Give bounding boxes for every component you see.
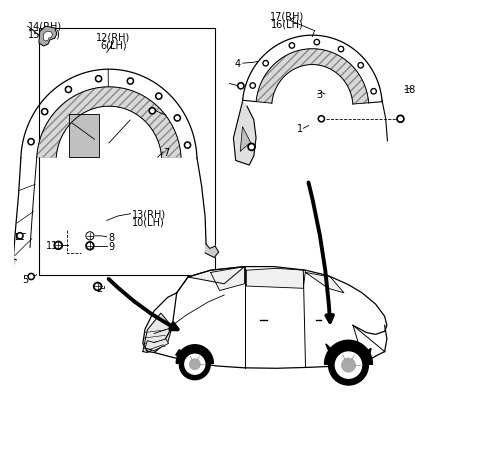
Circle shape: [96, 76, 102, 83]
Polygon shape: [205, 244, 219, 258]
Circle shape: [290, 45, 293, 48]
Circle shape: [360, 65, 362, 68]
Circle shape: [174, 115, 180, 122]
Text: 3: 3: [316, 90, 322, 100]
Polygon shape: [43, 32, 52, 42]
Circle shape: [151, 110, 154, 113]
Text: 12(RH): 12(RH): [96, 32, 131, 42]
Polygon shape: [328, 344, 369, 363]
Circle shape: [340, 49, 342, 51]
Circle shape: [41, 109, 48, 115]
Text: 10(LH): 10(LH): [132, 217, 164, 227]
Circle shape: [248, 144, 255, 151]
Text: 18: 18: [404, 85, 416, 95]
Text: 4: 4: [235, 59, 240, 69]
Circle shape: [238, 83, 244, 90]
Circle shape: [96, 285, 100, 289]
Text: 14(RH): 14(RH): [27, 22, 62, 32]
Text: 11: 11: [46, 241, 58, 251]
Circle shape: [54, 242, 62, 250]
Polygon shape: [179, 347, 211, 362]
Text: 17(RH): 17(RH): [270, 12, 305, 22]
Circle shape: [43, 111, 46, 114]
Circle shape: [56, 244, 60, 248]
Polygon shape: [324, 341, 372, 364]
Polygon shape: [246, 269, 306, 289]
Circle shape: [329, 345, 368, 385]
Polygon shape: [145, 339, 168, 351]
Circle shape: [186, 144, 189, 147]
Circle shape: [358, 64, 363, 69]
Text: 6(LH): 6(LH): [100, 41, 127, 51]
Circle shape: [314, 40, 320, 46]
Circle shape: [264, 63, 267, 65]
Circle shape: [399, 118, 402, 121]
Polygon shape: [326, 344, 333, 355]
Circle shape: [180, 349, 210, 380]
Text: 16(LH): 16(LH): [271, 20, 304, 30]
Circle shape: [397, 116, 404, 123]
Circle shape: [97, 78, 100, 81]
Circle shape: [250, 146, 253, 149]
Circle shape: [30, 275, 33, 278]
Circle shape: [149, 108, 156, 115]
Circle shape: [263, 61, 268, 67]
Circle shape: [86, 242, 94, 250]
Circle shape: [88, 244, 92, 249]
Circle shape: [94, 283, 102, 291]
Circle shape: [157, 95, 160, 98]
Circle shape: [28, 139, 34, 146]
Polygon shape: [306, 273, 344, 293]
Circle shape: [127, 79, 133, 85]
Circle shape: [156, 94, 162, 100]
Circle shape: [28, 274, 35, 280]
Text: 7: 7: [163, 147, 169, 157]
Circle shape: [176, 117, 179, 120]
Circle shape: [184, 143, 191, 149]
Circle shape: [250, 83, 255, 89]
Circle shape: [239, 85, 242, 88]
Polygon shape: [39, 27, 57, 47]
Circle shape: [342, 359, 355, 372]
Polygon shape: [240, 127, 251, 152]
Polygon shape: [143, 313, 172, 353]
Circle shape: [65, 87, 72, 93]
Bar: [69, 115, 98, 158]
Polygon shape: [37, 87, 181, 158]
Text: 15(LH): 15(LH): [27, 30, 60, 40]
Circle shape: [17, 233, 23, 239]
Polygon shape: [4, 258, 16, 269]
Text: 5: 5: [22, 275, 28, 285]
Circle shape: [289, 44, 295, 49]
Circle shape: [67, 89, 70, 92]
Text: 1: 1: [298, 124, 303, 134]
Text: 2: 2: [96, 284, 103, 294]
Polygon shape: [176, 345, 213, 364]
Circle shape: [320, 118, 323, 121]
Polygon shape: [364, 349, 371, 358]
Circle shape: [129, 80, 132, 83]
Text: 8: 8: [108, 232, 114, 242]
Circle shape: [371, 89, 376, 95]
Polygon shape: [233, 102, 256, 166]
Circle shape: [190, 359, 200, 369]
Circle shape: [29, 141, 33, 144]
Circle shape: [185, 354, 205, 374]
Circle shape: [338, 47, 344, 53]
Polygon shape: [211, 267, 244, 291]
Bar: [39, 29, 215, 275]
Circle shape: [315, 41, 318, 44]
Circle shape: [372, 91, 375, 93]
Bar: [69, 115, 98, 158]
Circle shape: [252, 85, 254, 87]
Polygon shape: [256, 50, 369, 105]
Polygon shape: [176, 350, 184, 360]
Circle shape: [18, 235, 22, 238]
Text: 9: 9: [108, 241, 114, 251]
Polygon shape: [188, 267, 244, 284]
Circle shape: [336, 352, 361, 378]
Circle shape: [318, 116, 324, 123]
Text: 13(RH): 13(RH): [132, 209, 166, 219]
